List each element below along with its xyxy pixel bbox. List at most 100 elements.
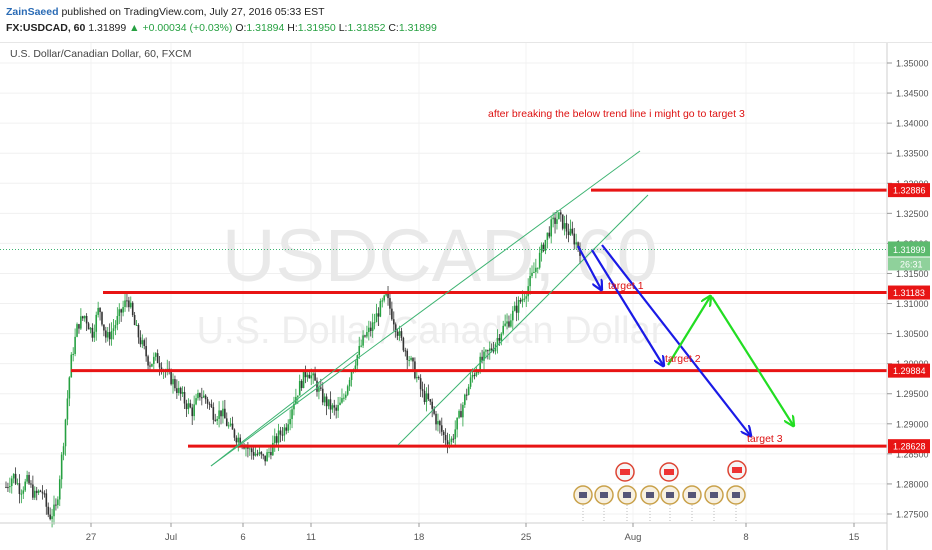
candle-body [433,408,435,414]
candle-body [55,504,57,506]
candle-body [147,356,149,366]
candle-body [195,398,197,405]
candle-body [500,333,503,341]
candle-body [108,332,111,340]
author-link[interactable]: ZainSaeed [6,6,59,18]
candle-body [58,479,61,500]
candle-body [49,514,51,520]
candle-body [149,365,151,367]
candle-body [464,394,466,405]
candle-body [131,302,134,315]
candle-body [502,325,505,334]
candle-body [28,475,30,484]
candle-body [533,271,535,273]
candle-body [302,371,305,389]
arrow-green-down[interactable] [711,296,793,425]
arrow-to-target-3[interactable] [601,244,750,435]
candle-body [396,331,399,336]
candle-body [354,365,357,370]
candle-body [496,338,499,345]
candle-body [366,332,368,337]
candle-body [435,413,437,425]
candle-body [452,438,455,440]
candle-body [245,447,247,449]
candle-body [556,219,558,224]
arrow-green-up[interactable] [667,297,710,366]
candle-body [318,387,320,392]
candle-body [440,425,443,432]
candle-body [373,322,376,324]
candle-body [53,504,55,517]
candle-body [279,430,282,435]
candle-body [47,506,50,515]
candle-body [540,244,543,253]
candle-body [214,419,217,421]
candle-body [456,417,458,430]
price-chart[interactable]: USDCAD, 60 U.S. Dollar/Canadian Dollar U… [0,43,932,550]
candle-body [512,310,514,321]
candle-body [231,423,234,430]
candle-body [320,387,322,389]
candle-body [135,325,138,327]
candle-body [573,233,576,245]
countdown-badge [888,257,930,271]
candle-body [206,399,209,404]
candle-body [339,402,341,406]
candle-body [24,481,26,491]
channel-lower-right-trendline[interactable] [397,194,649,446]
channel-upper-trendline[interactable] [210,150,641,467]
candle-body [181,392,184,394]
candle-body [68,377,71,399]
candle-body [410,357,412,360]
candle-body [389,298,391,309]
candle-body [419,378,422,390]
candle-body [185,403,188,410]
candle-body [477,372,480,374]
watermark-symbol: USDCAD, 60 [222,214,658,297]
annotation-target-2: target 2 [665,353,701,365]
candle-body [398,331,401,336]
candle-body [222,408,224,417]
candle-body [60,454,63,480]
candle-body [323,396,326,403]
candle-body [492,350,495,352]
candle-body [344,394,347,398]
y-tick-label: 1.32500 [896,209,929,219]
publish-info: published on TradingView.com, July 27, 2… [61,6,325,18]
y-tick-label: 1.27500 [896,510,929,520]
candle-body [128,300,130,308]
candle-body [126,300,128,302]
candle-body [552,217,554,220]
arrow-to-target-1[interactable] [577,245,601,289]
channel-lower-left-trendline[interactable] [210,351,359,467]
candle-body [145,346,147,357]
candle-body [417,377,420,379]
candle-body [515,305,518,313]
x-tick-label: 15 [849,532,860,543]
candle-body [392,319,395,325]
candle-body [364,335,366,337]
candle-body [561,214,564,229]
candle-body [124,300,126,307]
candle-body [416,377,418,379]
level-price-badge [888,285,930,300]
candle-body [247,447,249,449]
candle-body [329,399,332,410]
x-tick-label: Aug [625,532,642,543]
y-tick-label: 1.33500 [896,149,929,159]
candle-body [473,374,476,376]
candle-body [283,427,286,436]
candle-body [225,418,228,426]
candle-body [485,350,487,352]
arrow-to-target-2[interactable] [591,249,663,365]
candle-body [523,298,526,300]
open-label: O: [235,22,247,34]
y-tick-label: 1.29000 [896,419,929,429]
candle-body [103,324,105,331]
candle-body [387,293,389,299]
candle-body [465,394,468,396]
symbol-label[interactable]: FX:USDCAD, 60 [6,22,86,34]
candle-body [383,295,385,301]
countdown-label: 26:31 [900,259,923,269]
candle-body [402,337,405,351]
